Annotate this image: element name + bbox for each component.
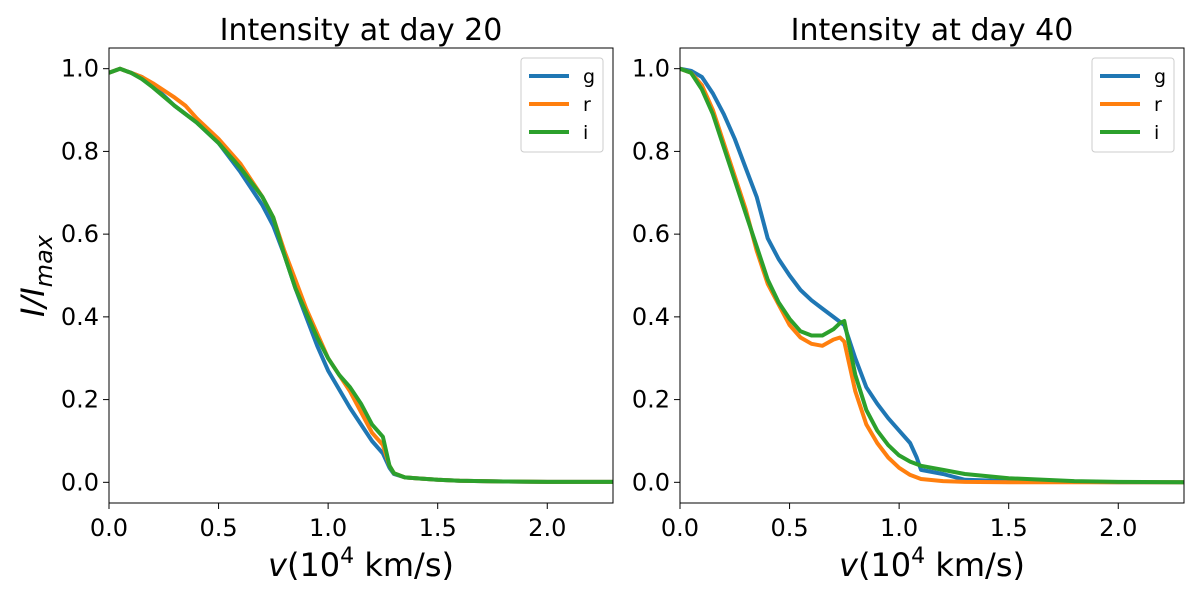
x-axis-label-var: v [268, 546, 288, 584]
x-tick-label: 1.0 [880, 514, 918, 542]
plot-frame [108, 47, 614, 504]
x-tick-label: 1.5 [990, 514, 1028, 542]
x-tick-label: 1.0 [309, 514, 347, 542]
x-axis-label-exp: 4 [911, 544, 925, 569]
x-tick-label: 1.5 [419, 514, 457, 542]
plot-area: 0.0 0.5 1.0 1.5 2.0 0.0 0.2 0.4 0.6 0.8 1.0 gri [61, 47, 614, 542]
legend-label-i: i [1154, 122, 1159, 144]
plot-day-20: Intensity at day 20 I/Imax v(104 km/s) 0… [14, 13, 614, 584]
y-tick-label: 0.0 [632, 468, 670, 496]
x-axis-label: v(104 km/s) [268, 544, 454, 584]
y-tick-label: 1.0 [632, 55, 670, 83]
x-axis-label: v(104 km/s) [839, 544, 1025, 584]
y-tick-label: 0.0 [61, 468, 99, 496]
y-tick-label: 0.6 [632, 220, 670, 248]
x-axis-label-exp: 4 [340, 544, 354, 569]
plot-area: 0.0 0.5 1.0 1.5 2.0 0.0 0.2 0.4 0.6 0.8 1.0 gri [632, 47, 1185, 542]
plot-day-40: Intensity at day 40 v(104 km/s) 0.0 0.5 1.… [632, 13, 1185, 584]
plot-frame [679, 47, 1185, 504]
x-tick-label: 0.5 [199, 514, 237, 542]
y-tick-label: 0.8 [632, 137, 670, 165]
series-line-i [109, 66, 613, 484]
y-axis-label-main: I/I [14, 287, 52, 317]
plot-title: Intensity at day 40 [791, 13, 1074, 48]
x-axis-label-var: v [839, 546, 859, 584]
y-axis-label-sub: max [30, 234, 58, 287]
x-axis-label-rest: km/s) [354, 546, 454, 584]
y-tick-label: 0.6 [61, 220, 99, 248]
x-tick-label: 0.0 [661, 514, 699, 542]
y-tick-label: 0.4 [61, 303, 99, 331]
y-tick-label: 0.2 [61, 386, 99, 414]
x-tick-label: 2.0 [528, 514, 566, 542]
series-line-i [680, 66, 1184, 485]
series-line-g [680, 66, 1184, 485]
x-axis-label-rest: km/s) [925, 546, 1025, 584]
y-tick-label: 1.0 [61, 55, 99, 83]
legend-label-r: r [583, 94, 591, 116]
y-tick-label: 0.8 [61, 137, 99, 165]
y-tick-label: 0.4 [632, 303, 670, 331]
y-tick-label: 0.2 [632, 386, 670, 414]
x-tick-label: 0.5 [770, 514, 808, 542]
legend: gri [520, 57, 604, 153]
legend-label-g: g [1154, 66, 1166, 88]
legend-label-r: r [1154, 94, 1162, 116]
x-tick-label: 0.0 [90, 514, 128, 542]
x-axis-label-open: (10 [287, 546, 340, 584]
y-axis-label: I/Imax [14, 234, 58, 317]
legend: gri [1091, 57, 1175, 153]
x-axis-label-open: (10 [858, 546, 911, 584]
x-tick-label: 2.0 [1099, 514, 1137, 542]
plot-title: Intensity at day 20 [220, 13, 503, 48]
legend-label-g: g [583, 66, 595, 88]
legend-label-i: i [583, 122, 588, 144]
